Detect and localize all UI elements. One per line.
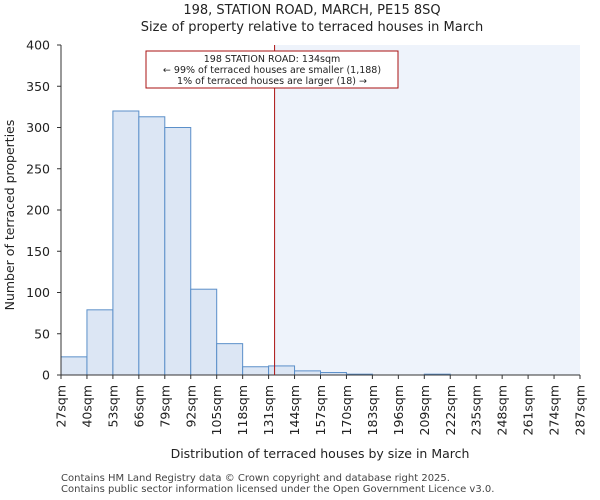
x-tick-label-92sqm: 92sqm xyxy=(183,385,198,428)
y-tick-label-300: 300 xyxy=(26,120,50,135)
footer-line-1: Contains HM Land Registry data © Crown c… xyxy=(61,473,450,484)
annotation-line-3: 1% of terraced houses are larger (18) → xyxy=(177,76,367,87)
x-axis-label: Distribution of terraced houses by size … xyxy=(171,446,470,461)
x-tick-label-118sqm: 118sqm xyxy=(235,385,250,435)
x-tick-label-274sqm: 274sqm xyxy=(547,385,562,435)
highlight-region xyxy=(274,45,580,375)
bar-53sqm xyxy=(112,110,140,376)
x-tick-label-261sqm: 261sqm xyxy=(521,385,536,435)
y-tick-label-400: 400 xyxy=(26,38,50,53)
x-tick-label-79sqm: 79sqm xyxy=(157,385,172,428)
y-tick-label-350: 350 xyxy=(26,79,50,94)
x-tick-label-105sqm: 105sqm xyxy=(209,385,224,435)
y-axis-label: Number of terraced properties xyxy=(2,120,17,311)
y-tick-label-50: 50 xyxy=(34,326,50,341)
x-tick-label-183sqm: 183sqm xyxy=(365,385,380,435)
chart-subtitle: Size of property relative to terraced ho… xyxy=(141,20,483,35)
chart-title: 198, STATION ROAD, MARCH, PE15 8SQ xyxy=(183,3,440,18)
bar-66sqm xyxy=(138,116,166,376)
y-tick-label-100: 100 xyxy=(26,285,50,300)
x-tick-label-53sqm: 53sqm xyxy=(105,385,120,428)
bar-92sqm xyxy=(190,288,218,376)
y-tick-label-150: 150 xyxy=(26,244,50,259)
x-tick-label-222sqm: 222sqm xyxy=(443,385,458,435)
x-tick-label-196sqm: 196sqm xyxy=(391,385,406,435)
x-tick-label-209sqm: 209sqm xyxy=(417,385,432,435)
y-tick-label-250: 250 xyxy=(26,161,50,176)
annotation-box xyxy=(145,50,399,89)
annotation-line-2: ← 99% of terraced houses are smaller (1,… xyxy=(163,65,381,76)
bar-79sqm xyxy=(164,127,192,376)
x-tick-label-27sqm: 27sqm xyxy=(54,385,69,428)
bar-144sqm xyxy=(294,370,321,376)
y-tick-label-0: 0 xyxy=(42,368,50,383)
y-tick-label-200: 200 xyxy=(26,203,50,218)
bar-40sqm xyxy=(86,309,114,376)
x-tick-label-287sqm: 287sqm xyxy=(573,385,588,435)
bar-27sqm xyxy=(60,356,88,376)
x-tick-label-248sqm: 248sqm xyxy=(495,385,510,435)
bar-105sqm xyxy=(216,343,244,376)
x-tick-label-66sqm: 66sqm xyxy=(131,385,146,428)
x-tick-label-170sqm: 170sqm xyxy=(339,385,354,435)
x-tick-label-235sqm: 235sqm xyxy=(469,385,484,435)
annotation-line-1: 198 STATION ROAD: 134sqm xyxy=(204,54,341,65)
bar-131sqm xyxy=(268,365,296,376)
x-tick-label-131sqm: 131sqm xyxy=(261,385,276,435)
x-tick-label-157sqm: 157sqm xyxy=(313,385,328,435)
x-tick-label-40sqm: 40sqm xyxy=(79,385,94,428)
footer-line-2: Contains public sector information licen… xyxy=(61,484,495,495)
bar-118sqm xyxy=(242,366,270,376)
x-tick-label-144sqm: 144sqm xyxy=(287,385,302,435)
